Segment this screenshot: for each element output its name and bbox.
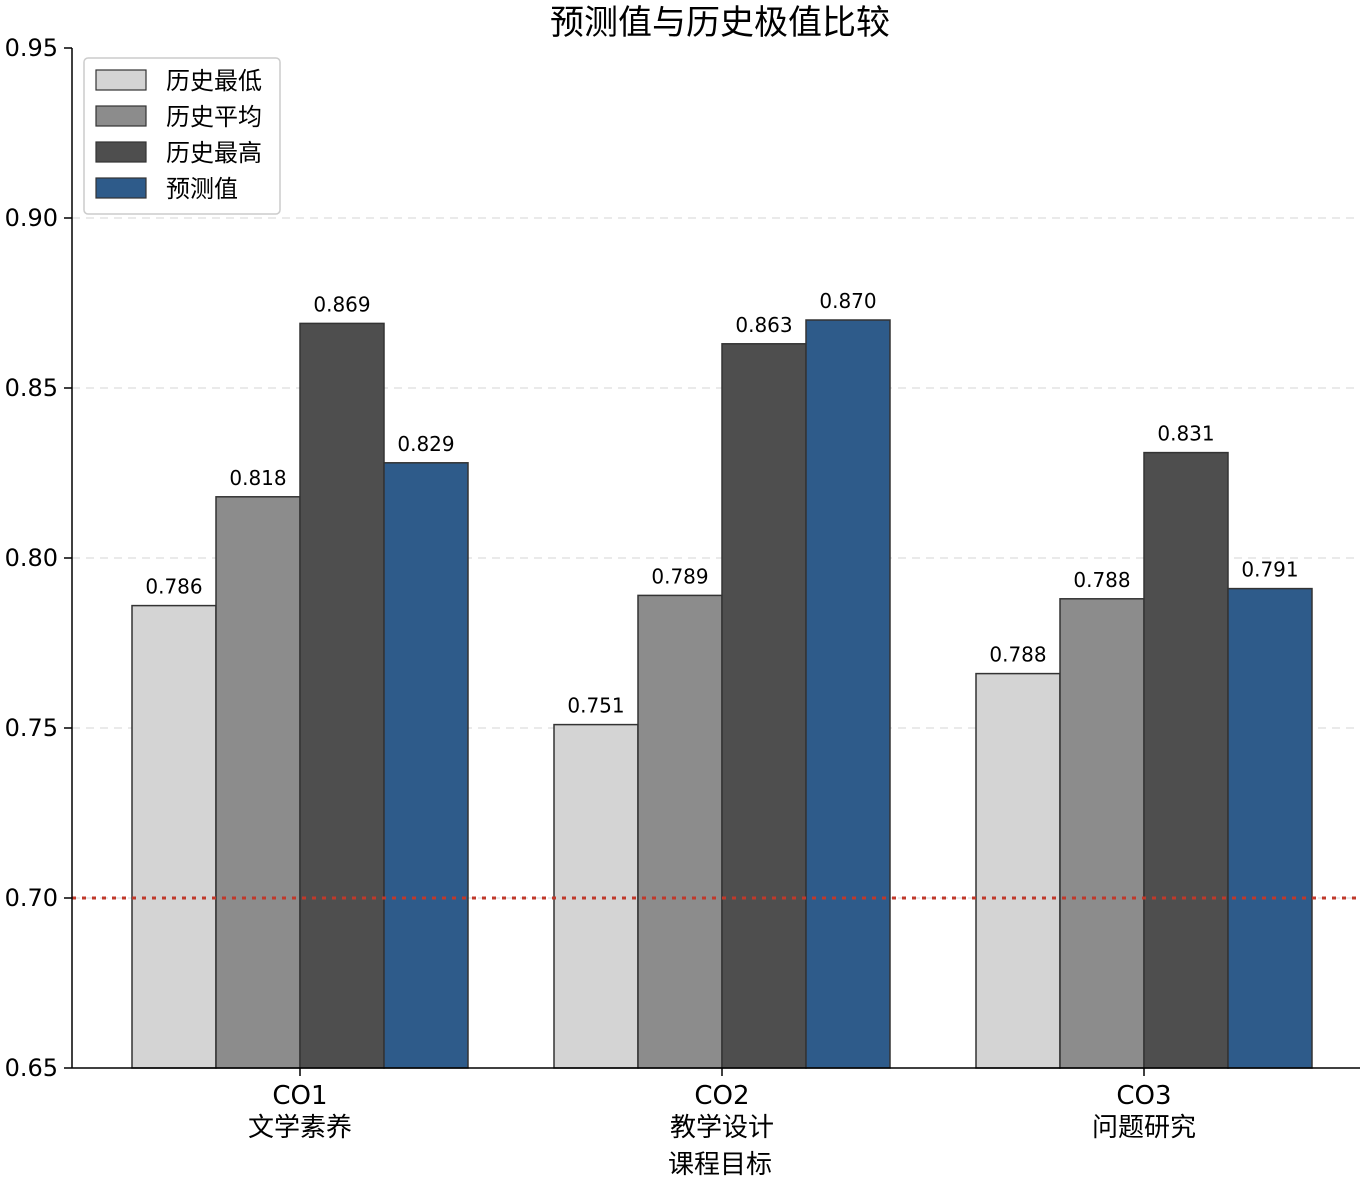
legend-label: 历史最低: [166, 67, 262, 95]
y-tick-label: 0.95: [5, 34, 58, 62]
legend-label: 历史最高: [166, 139, 262, 167]
bar-value-label: 0.791: [1241, 558, 1298, 582]
bar-value-label: 0.829: [397, 432, 454, 456]
bar: [1059, 598, 1145, 1069]
bar-value-label: 0.831: [1157, 422, 1214, 446]
bar: [637, 594, 723, 1069]
bars-group: 0.786 0.818 0.869 0.829 0.751 0.789 0.863 0.870…: [131, 289, 1313, 1069]
bar: [1143, 451, 1229, 1069]
x-tick-name: 问题研究: [1092, 1113, 1196, 1143]
x-tick-name: 教学设计: [670, 1113, 774, 1143]
bar: [383, 462, 469, 1069]
bar: [975, 672, 1061, 1069]
legend-swatch: [95, 69, 147, 91]
y-axis-ticks: 0.65 0.70 0.75 0.80 0.85 0.90 0.95: [5, 34, 72, 1082]
bar-value-label: 0.751: [567, 694, 624, 718]
bar: [215, 496, 301, 1069]
y-tick-label: 0.75: [5, 714, 58, 742]
bar-value-label: 0.818: [229, 466, 286, 490]
legend-box: [83, 57, 281, 215]
bar-value-label: 0.788: [989, 643, 1046, 667]
x-tick-code: CO1: [272, 1081, 327, 1111]
bar-value-label: 0.870: [819, 289, 876, 313]
bar-value-label: 0.786: [145, 575, 202, 599]
legend-label: 历史平均: [166, 103, 262, 131]
legend-swatch: [95, 141, 147, 163]
y-tick-label: 0.70: [5, 884, 58, 912]
bar-value-label: 0.863: [735, 313, 792, 337]
x-tick-code: CO3: [1116, 1081, 1171, 1111]
bar: [131, 604, 217, 1069]
bar: [553, 723, 639, 1069]
bar-value-label: 0.789: [651, 564, 708, 588]
bar: [1227, 587, 1313, 1069]
x-tick-name: 文学素养: [248, 1113, 352, 1143]
chart-title: 预测值与历史极值比较: [550, 3, 890, 43]
y-tick-label: 0.80: [5, 544, 58, 572]
y-tick-label: 0.65: [5, 1054, 58, 1082]
bar: [721, 343, 807, 1069]
bar: [805, 319, 891, 1069]
legend-swatch: [95, 105, 147, 127]
bar: [299, 322, 385, 1069]
bar-value-label: 0.788: [1073, 568, 1130, 592]
x-tick-code: CO2: [694, 1081, 749, 1111]
legend-swatch: [95, 177, 147, 199]
x-axis-label: 课程目标: [668, 1150, 772, 1180]
y-tick-label: 0.85: [5, 374, 58, 402]
bar-value-label: 0.869: [313, 292, 370, 316]
y-tick-label: 0.90: [5, 204, 58, 232]
legend-label: 预测值: [166, 175, 238, 203]
